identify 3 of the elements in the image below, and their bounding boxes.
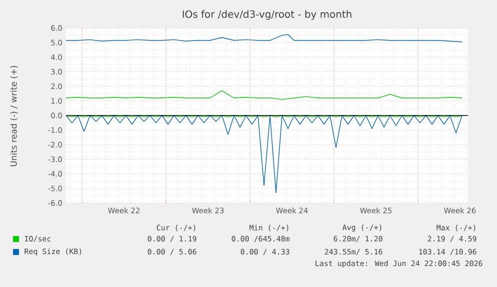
y-axis-title: Units read (-) / write (+) <box>10 66 18 166</box>
line-series <box>66 115 462 194</box>
chart-title: IOs for /dev/d3-vg/root - by month <box>182 10 352 20</box>
